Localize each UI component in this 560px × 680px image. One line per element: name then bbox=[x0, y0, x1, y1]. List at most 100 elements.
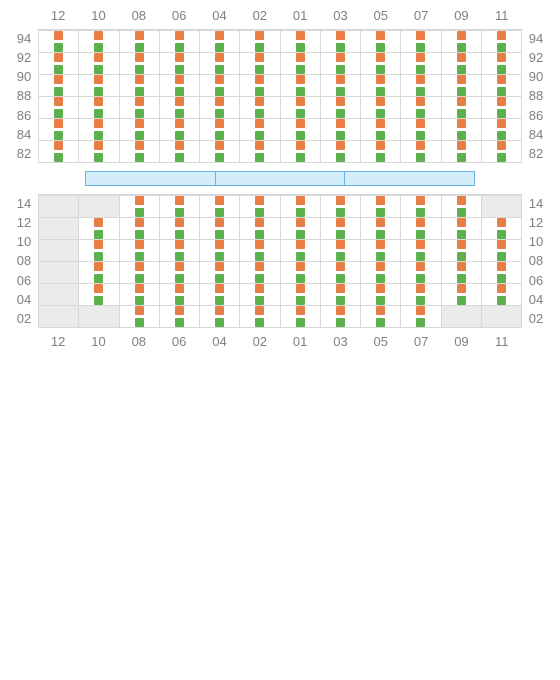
slot-occupied[interactable] bbox=[281, 75, 321, 97]
slot-occupied[interactable] bbox=[39, 75, 79, 97]
slot-occupied[interactable] bbox=[120, 284, 160, 306]
slot-empty[interactable] bbox=[79, 306, 119, 328]
slot-occupied[interactable] bbox=[482, 97, 522, 119]
slot-occupied[interactable] bbox=[401, 262, 441, 284]
slot-occupied[interactable] bbox=[79, 284, 119, 306]
slot-occupied[interactable] bbox=[321, 75, 361, 97]
slot-occupied[interactable] bbox=[281, 218, 321, 240]
slot-occupied[interactable] bbox=[120, 53, 160, 75]
slot-occupied[interactable] bbox=[281, 31, 321, 53]
slot-occupied[interactable] bbox=[240, 97, 280, 119]
slot-occupied[interactable] bbox=[240, 306, 280, 328]
slot-occupied[interactable] bbox=[39, 141, 79, 163]
slot-occupied[interactable] bbox=[200, 141, 240, 163]
slot-occupied[interactable] bbox=[79, 119, 119, 141]
slot-occupied[interactable] bbox=[281, 141, 321, 163]
slot-occupied[interactable] bbox=[200, 31, 240, 53]
slot-empty[interactable] bbox=[442, 306, 482, 328]
slot-occupied[interactable] bbox=[240, 196, 280, 218]
slot-occupied[interactable] bbox=[160, 262, 200, 284]
slot-occupied[interactable] bbox=[361, 218, 401, 240]
slot-occupied[interactable] bbox=[120, 31, 160, 53]
slot-occupied[interactable] bbox=[240, 284, 280, 306]
slot-occupied[interactable] bbox=[39, 53, 79, 75]
slot-occupied[interactable] bbox=[401, 284, 441, 306]
slot-occupied[interactable] bbox=[200, 262, 240, 284]
slot-occupied[interactable] bbox=[401, 53, 441, 75]
slot-occupied[interactable] bbox=[79, 31, 119, 53]
slot-occupied[interactable] bbox=[160, 75, 200, 97]
slot-occupied[interactable] bbox=[401, 218, 441, 240]
slot-occupied[interactable] bbox=[361, 31, 401, 53]
slot-occupied[interactable] bbox=[200, 240, 240, 262]
slot-occupied[interactable] bbox=[401, 196, 441, 218]
slot-occupied[interactable] bbox=[482, 119, 522, 141]
slot-occupied[interactable] bbox=[482, 262, 522, 284]
slot-occupied[interactable] bbox=[120, 240, 160, 262]
slot-occupied[interactable] bbox=[160, 31, 200, 53]
slot-occupied[interactable] bbox=[321, 218, 361, 240]
slot-occupied[interactable] bbox=[39, 97, 79, 119]
slot-occupied[interactable] bbox=[240, 218, 280, 240]
slot-occupied[interactable] bbox=[281, 262, 321, 284]
slot-occupied[interactable] bbox=[401, 119, 441, 141]
slot-occupied[interactable] bbox=[200, 284, 240, 306]
slot-occupied[interactable] bbox=[281, 97, 321, 119]
slot-occupied[interactable] bbox=[482, 141, 522, 163]
slot-occupied[interactable] bbox=[442, 119, 482, 141]
slot-occupied[interactable] bbox=[120, 75, 160, 97]
slot-occupied[interactable] bbox=[361, 75, 401, 97]
slot-occupied[interactable] bbox=[401, 240, 441, 262]
slot-occupied[interactable] bbox=[401, 31, 441, 53]
slot-empty[interactable] bbox=[482, 196, 522, 218]
slot-occupied[interactable] bbox=[281, 306, 321, 328]
slot-empty[interactable] bbox=[39, 218, 79, 240]
slot-occupied[interactable] bbox=[442, 31, 482, 53]
slot-occupied[interactable] bbox=[160, 97, 200, 119]
slot-occupied[interactable] bbox=[442, 53, 482, 75]
slot-occupied[interactable] bbox=[361, 196, 401, 218]
slot-occupied[interactable] bbox=[321, 53, 361, 75]
slot-occupied[interactable] bbox=[361, 306, 401, 328]
slot-occupied[interactable] bbox=[200, 119, 240, 141]
slot-occupied[interactable] bbox=[361, 284, 401, 306]
slot-occupied[interactable] bbox=[401, 75, 441, 97]
slot-occupied[interactable] bbox=[79, 141, 119, 163]
slot-occupied[interactable] bbox=[160, 306, 200, 328]
slot-occupied[interactable] bbox=[39, 119, 79, 141]
slot-occupied[interactable] bbox=[482, 240, 522, 262]
slot-occupied[interactable] bbox=[442, 284, 482, 306]
slot-occupied[interactable] bbox=[281, 119, 321, 141]
slot-occupied[interactable] bbox=[281, 240, 321, 262]
slot-occupied[interactable] bbox=[321, 196, 361, 218]
slot-occupied[interactable] bbox=[442, 240, 482, 262]
slot-occupied[interactable] bbox=[120, 218, 160, 240]
slot-occupied[interactable] bbox=[442, 262, 482, 284]
slot-occupied[interactable] bbox=[200, 75, 240, 97]
slot-occupied[interactable] bbox=[442, 97, 482, 119]
slot-occupied[interactable] bbox=[120, 306, 160, 328]
slot-occupied[interactable] bbox=[321, 141, 361, 163]
slot-occupied[interactable] bbox=[200, 53, 240, 75]
slot-occupied[interactable] bbox=[442, 196, 482, 218]
slot-occupied[interactable] bbox=[79, 53, 119, 75]
slot-occupied[interactable] bbox=[240, 53, 280, 75]
slot-occupied[interactable] bbox=[482, 53, 522, 75]
slot-occupied[interactable] bbox=[120, 262, 160, 284]
slot-occupied[interactable] bbox=[321, 306, 361, 328]
slot-occupied[interactable] bbox=[321, 119, 361, 141]
slot-occupied[interactable] bbox=[120, 141, 160, 163]
slot-occupied[interactable] bbox=[240, 240, 280, 262]
slot-occupied[interactable] bbox=[200, 97, 240, 119]
slot-occupied[interactable] bbox=[401, 97, 441, 119]
slot-occupied[interactable] bbox=[361, 240, 401, 262]
slot-occupied[interactable] bbox=[160, 218, 200, 240]
slot-occupied[interactable] bbox=[240, 141, 280, 163]
slot-empty[interactable] bbox=[39, 196, 79, 218]
slot-occupied[interactable] bbox=[361, 262, 401, 284]
slot-occupied[interactable] bbox=[240, 75, 280, 97]
slot-occupied[interactable] bbox=[361, 53, 401, 75]
slot-occupied[interactable] bbox=[240, 31, 280, 53]
slot-occupied[interactable] bbox=[361, 97, 401, 119]
slot-occupied[interactable] bbox=[361, 141, 401, 163]
